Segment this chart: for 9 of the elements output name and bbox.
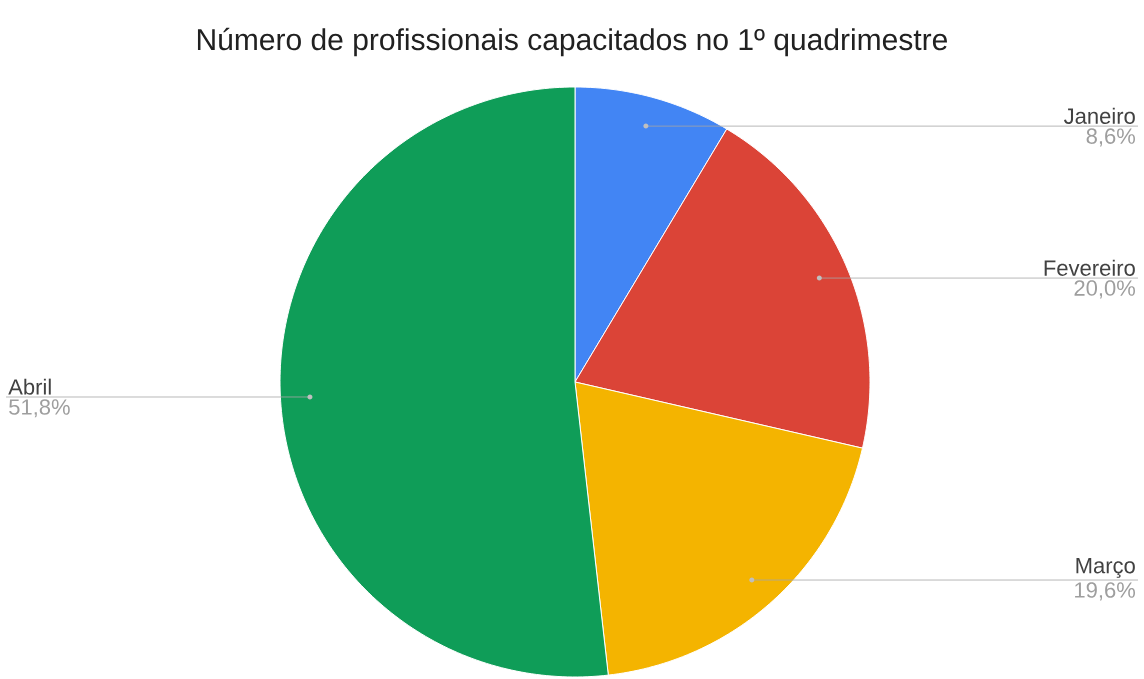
data-label: 51,8%	[9, 399, 70, 418]
data-label: 19,6%	[1075, 582, 1136, 601]
slice-label: Fevereiro	[1044, 259, 1135, 276]
chart-title: Número de profissionais capacitados no 1º quadrimestre	[197, 27, 948, 57]
slice-label: Abril	[8, 378, 51, 395]
slice-label: Março	[1076, 558, 1135, 578]
data-label: 8,6%	[1086, 128, 1136, 147]
slice-label: Janeiro	[1063, 107, 1135, 124]
data-label: 20,0%	[1074, 280, 1136, 299]
